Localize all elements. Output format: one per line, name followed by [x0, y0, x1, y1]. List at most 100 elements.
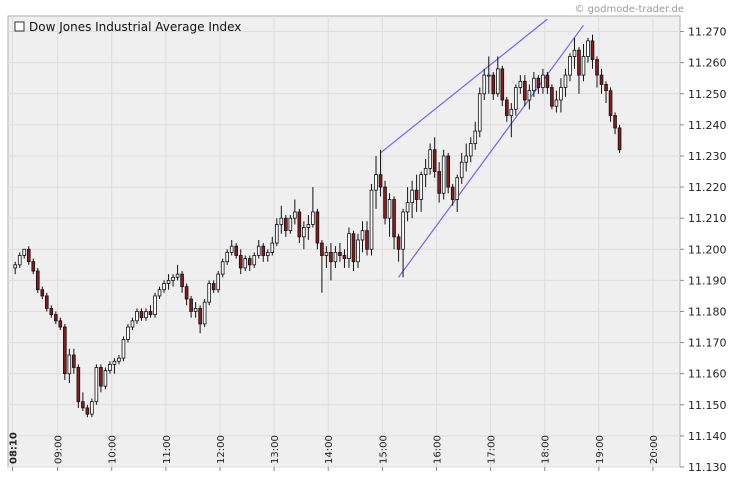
candle-up: [135, 311, 139, 322]
x-tick-label: 14:00: [324, 435, 335, 464]
candle-down: [414, 189, 419, 200]
x-tick-label: 18:00: [541, 435, 552, 464]
candle-up: [265, 251, 270, 256]
candle-down: [338, 251, 342, 256]
candle-down: [432, 149, 437, 172]
candle-down: [238, 255, 243, 269]
candle-up: [90, 401, 94, 415]
candle-up: [202, 301, 207, 325]
candle-up: [162, 283, 166, 291]
candle-down: [523, 80, 527, 101]
candle-up: [347, 233, 351, 260]
candle-up: [563, 74, 568, 88]
candle-up: [464, 155, 469, 163]
candle-up: [541, 74, 545, 88]
candle-down: [54, 314, 58, 322]
candle-down: [378, 174, 383, 188]
candle-up: [455, 177, 460, 200]
candle-up: [293, 211, 297, 219]
candle-down: [85, 407, 90, 415]
candle-up: [527, 90, 532, 101]
candle-up: [581, 56, 586, 76]
candle-down: [320, 242, 324, 256]
y-tick-label: 11.210: [688, 212, 727, 225]
candle-up: [568, 56, 572, 76]
candle-down: [234, 245, 239, 256]
candle-up: [459, 161, 464, 179]
candle-up: [243, 258, 248, 269]
candle-up: [482, 74, 487, 95]
candle-down: [599, 74, 604, 85]
candle-up: [306, 223, 311, 228]
candle-up: [270, 242, 275, 253]
candle-up: [275, 223, 279, 244]
candle-down: [550, 87, 554, 107]
candle-down: [536, 77, 541, 88]
grid-layer: [8, 16, 680, 468]
candle-down: [342, 255, 347, 260]
y-tick-label: 11.200: [688, 243, 727, 256]
y-tick-label: 11.140: [688, 430, 727, 443]
candle-up: [410, 189, 414, 204]
candle-down: [590, 40, 595, 60]
y-tick-label: 11.180: [688, 305, 727, 318]
candle-down: [284, 217, 288, 232]
candle-up: [405, 202, 410, 213]
candle-up: [279, 217, 284, 225]
candle-down: [604, 84, 608, 92]
candle-up: [441, 155, 446, 194]
candle-layer: [13, 34, 622, 418]
candle-up: [117, 357, 121, 362]
candle-down: [58, 320, 63, 328]
x-tick-label: 12:00: [216, 435, 227, 464]
y-tick-label: 11.170: [688, 337, 727, 350]
candle-down: [189, 298, 193, 312]
candle-down: [608, 90, 613, 116]
candle-down: [49, 307, 54, 315]
candle-up: [112, 360, 117, 365]
candle-up: [126, 326, 130, 340]
candle-down: [261, 245, 266, 256]
candle-down: [500, 68, 505, 101]
candle-up: [486, 74, 491, 77]
x-tick-label: 20:00: [649, 435, 660, 464]
candle-up: [495, 68, 500, 95]
candle-up: [468, 143, 473, 157]
candle-up: [518, 80, 523, 88]
candle-up: [130, 320, 135, 328]
candle-up: [225, 251, 229, 263]
candle-down: [76, 367, 81, 403]
candle-up: [252, 255, 257, 266]
candle-up: [477, 93, 482, 132]
candle-up: [324, 251, 329, 256]
candle-up: [572, 49, 577, 57]
y-tick-label: 11.250: [688, 88, 727, 101]
x-tick-label: 15:00: [378, 435, 389, 464]
lower-trendline: [398, 24, 584, 278]
candle-down: [437, 171, 441, 194]
candle-down: [99, 367, 103, 387]
candle-up: [356, 239, 360, 263]
candle-down: [315, 211, 320, 244]
y-tick-label: 11.150: [688, 399, 727, 412]
candle-up: [67, 354, 72, 375]
candle-down: [383, 186, 387, 219]
candle-down: [26, 248, 31, 263]
candle-down: [81, 401, 85, 409]
candle-up: [428, 149, 432, 169]
y-tick-label: 11.270: [688, 26, 727, 39]
candle-up: [419, 174, 423, 200]
y-tick-label: 11.160: [688, 368, 727, 381]
candle-up: [220, 261, 225, 275]
candle-down: [63, 326, 67, 375]
candle-up: [207, 283, 211, 303]
candle-up: [559, 87, 563, 101]
candle-down: [40, 289, 45, 297]
candle-up: [401, 211, 405, 250]
candle-up: [532, 77, 536, 92]
y-tick-label: 11.230: [688, 150, 727, 163]
candle-up: [13, 264, 18, 269]
y-tick-label: 11.240: [688, 119, 727, 132]
candle-up: [302, 227, 306, 238]
candle-down: [577, 49, 581, 76]
